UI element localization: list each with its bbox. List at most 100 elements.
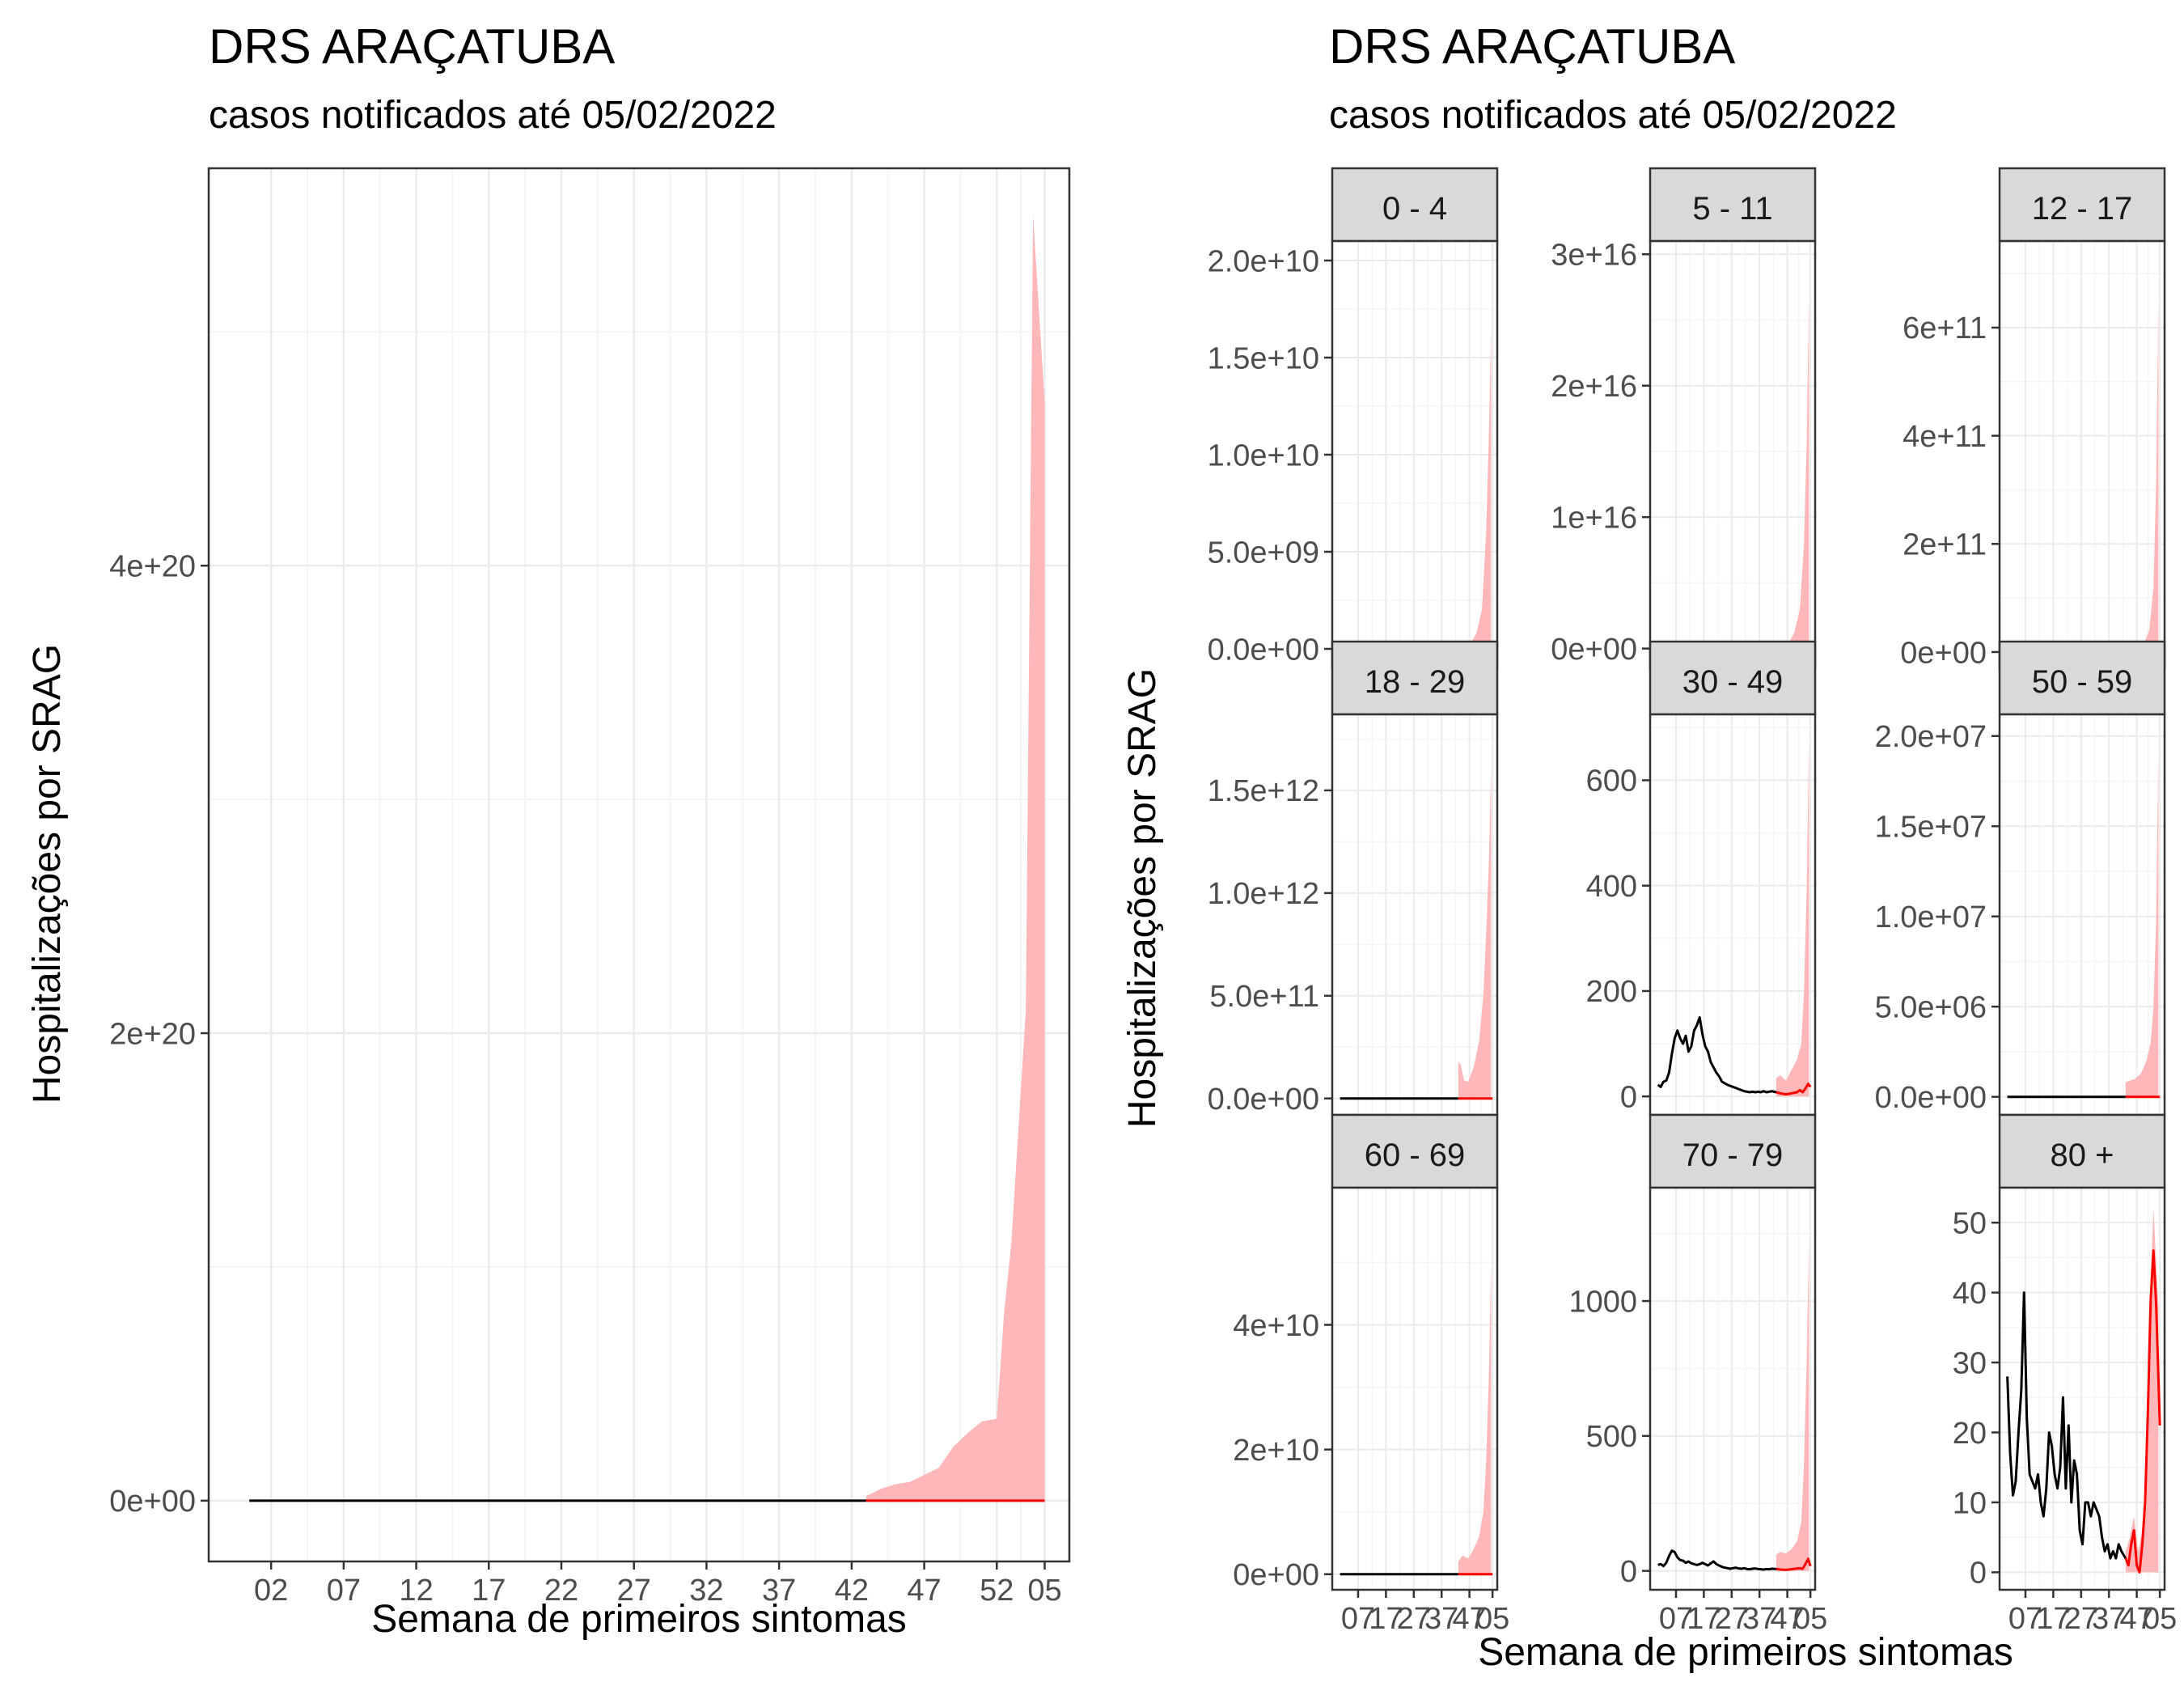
x-tick-label: 07 <box>1341 1602 1375 1636</box>
panel-background <box>1332 1188 1497 1590</box>
facet-strip-label: 12 - 17 <box>2032 191 2133 227</box>
y-tick-label: 4e+10 <box>1233 1309 1319 1343</box>
y-tick-label: 50 <box>1953 1207 1987 1241</box>
panel-background <box>209 168 1069 1561</box>
y-tick-label: 1.5e+10 <box>1208 341 1319 375</box>
nowcast-interval-ribbon <box>866 214 1045 1501</box>
panel-background <box>2000 714 2165 1115</box>
y-tick-label: 1e+16 <box>1551 501 1637 535</box>
x-tick-label: 17 <box>2036 1602 2070 1636</box>
y-tick-label: 0e+00 <box>109 1485 196 1519</box>
y-tick-label: 2e+10 <box>1233 1434 1319 1468</box>
y-tick-label: 2.0e+10 <box>1208 244 1319 278</box>
x-tick-label: 47 <box>1770 1602 1804 1636</box>
facet-strip-label: 50 - 59 <box>2032 664 2133 700</box>
facet-strip <box>1649 167 1817 243</box>
y-tick-label: 2e+11 <box>1903 528 1987 562</box>
y-tick-label: 2e+16 <box>1551 370 1637 404</box>
y-tick-label: 40 <box>1953 1277 1987 1311</box>
y-tick-label: 5.0e+11 <box>1209 980 1319 1014</box>
y-tick-label: 0e+00 <box>1900 636 1987 670</box>
x-tick-label: 22 <box>544 1574 578 1608</box>
y-tick-label: 1.5e+12 <box>1208 774 1319 808</box>
y-tick-label: 6e+11 <box>1903 311 1987 345</box>
x-tick-label: 12 <box>399 1574 433 1608</box>
nowcast-line <box>1776 1083 1812 1096</box>
y-tick-label: 10 <box>1953 1486 1987 1520</box>
y-tick-label: 2e+20 <box>109 1017 196 1051</box>
left-x-axis-label: Semana de primeiros sintomas <box>371 1598 907 1641</box>
panel-background <box>1650 714 1815 1115</box>
observed-line <box>1657 1549 1776 1571</box>
facet-strip <box>1998 1113 2166 1189</box>
x-tick-label: 17 <box>1369 1602 1403 1636</box>
y-tick-label: 30 <box>1953 1346 1987 1380</box>
facet-strip <box>1331 640 1499 716</box>
y-tick-label: 4e+11 <box>1903 420 1987 454</box>
x-tick-label: 52 <box>980 1574 1014 1608</box>
nowcast-interval-ribbon <box>1458 328 1492 649</box>
facet-panel: 12 - 17 0e+00 2e+11 4e+11 6e+11 <box>1900 167 2166 670</box>
y-tick-label: 200 <box>1586 975 1637 1009</box>
x-tick-label: 37 <box>1424 1602 1458 1636</box>
nowcast-interval-ribbon <box>1458 765 1492 1099</box>
y-tick-label: 500 <box>1586 1420 1637 1454</box>
y-tick-label: 0.0e+00 <box>1208 1083 1319 1116</box>
facet-panel: 5 - 11 0e+00 1e+16 2e+16 3e+16 <box>1551 167 1817 670</box>
facet-panels: 0 - 4 0.0e+00 5.0e+09 1.0e+10 1.5e+10 2.0e+10… <box>1208 167 2177 1636</box>
facet-panel: 30 - 49 0 200 400 600 <box>1586 640 1817 1116</box>
x-tick-label: 47 <box>2119 1602 2153 1636</box>
nowcast-interval-ribbon <box>2125 294 2159 652</box>
facet-panel: 18 - 29 0.0e+00 5.0e+11 1.0e+12 1.5e+12 <box>1208 640 1499 1116</box>
y-tick-label: 1000 <box>1568 1285 1637 1319</box>
facet-strip <box>1649 640 1817 716</box>
facet-strip-label: 70 - 79 <box>1682 1138 1784 1173</box>
right-y-axis-label: Hospitalizações por SRAG <box>1121 668 1164 1128</box>
nowcast-line <box>2124 1249 2161 1574</box>
x-tick-label: 32 <box>689 1574 723 1608</box>
panel-background <box>1650 1188 1815 1590</box>
y-tick-label: 0 <box>1620 1555 1637 1589</box>
x-tick-label: 37 <box>762 1574 796 1608</box>
y-tick-label: 0.0e+00 <box>1875 1081 1987 1115</box>
x-tick-label: 27 <box>1397 1602 1431 1636</box>
y-tick-label: 5.0e+06 <box>1875 991 1987 1025</box>
nowcast-interval-ribbon <box>1776 738 1809 1097</box>
facet-strip-label: 30 - 49 <box>1682 664 1784 700</box>
x-tick-label: 07 <box>327 1574 361 1608</box>
left-panel: 0e+00 2e+20 4e+20 02 07 12 17 22 27 32 37 42 47 52 05 <box>109 167 1071 1608</box>
right-title: DRS ARAÇATUBA <box>1329 19 1735 74</box>
facet-strip-label: 18 - 29 <box>1365 664 1466 700</box>
panel-background <box>2000 1188 2165 1590</box>
y-tick-label: 1.0e+07 <box>1875 900 1987 934</box>
facet-panel: 0 - 4 0.0e+00 5.0e+09 1.0e+10 1.5e+10 2.0e+10 <box>1208 167 1499 670</box>
y-tick-label: 600 <box>1586 765 1637 799</box>
nowcast-interval-ribbon <box>1776 293 1809 649</box>
y-tick-label: 0e+00 <box>1551 633 1637 667</box>
nowcast-interval-ribbon <box>2125 744 2159 1097</box>
x-tick-label: 27 <box>1715 1602 1749 1636</box>
x-tick-label: 05 <box>2143 1602 2177 1636</box>
y-tick-label: 3e+16 <box>1551 239 1637 273</box>
facet-strip-label: 5 - 11 <box>1692 191 1772 227</box>
x-tick-label: 27 <box>617 1574 651 1608</box>
x-tick-label: 17 <box>1687 1602 1721 1636</box>
nowcast-line <box>1776 1557 1812 1571</box>
right-x-axis-label: Semana de primeiros sintomas <box>1478 1631 2013 1674</box>
y-tick-label: 0.0e+00 <box>1208 633 1319 667</box>
facet-strip-label: 80 + <box>2051 1138 2114 1173</box>
x-tick-label: 37 <box>1742 1602 1776 1636</box>
y-tick-label: 4e+20 <box>109 549 196 583</box>
facet-strip <box>1331 167 1499 243</box>
right-subtitle: casos notificados até 05/02/2022 <box>1329 94 1897 137</box>
nowcast-interval-ribbon <box>1458 1262 1492 1574</box>
left-subtitle: casos notificados até 05/02/2022 <box>209 94 777 137</box>
x-tick-label: 27 <box>2064 1602 2098 1636</box>
y-tick-label: 0e+00 <box>1233 1558 1319 1592</box>
x-tick-label: 07 <box>1659 1602 1693 1636</box>
x-tick-label: 42 <box>835 1574 869 1608</box>
nowcast-interval-ribbon <box>1776 1239 1809 1571</box>
facet-panel: 50 - 59 0.0e+00 5.0e+06 1.0e+07 1.5e+07 2.0e+… <box>1875 640 2166 1116</box>
x-tick-label: 05 <box>1475 1602 1509 1636</box>
